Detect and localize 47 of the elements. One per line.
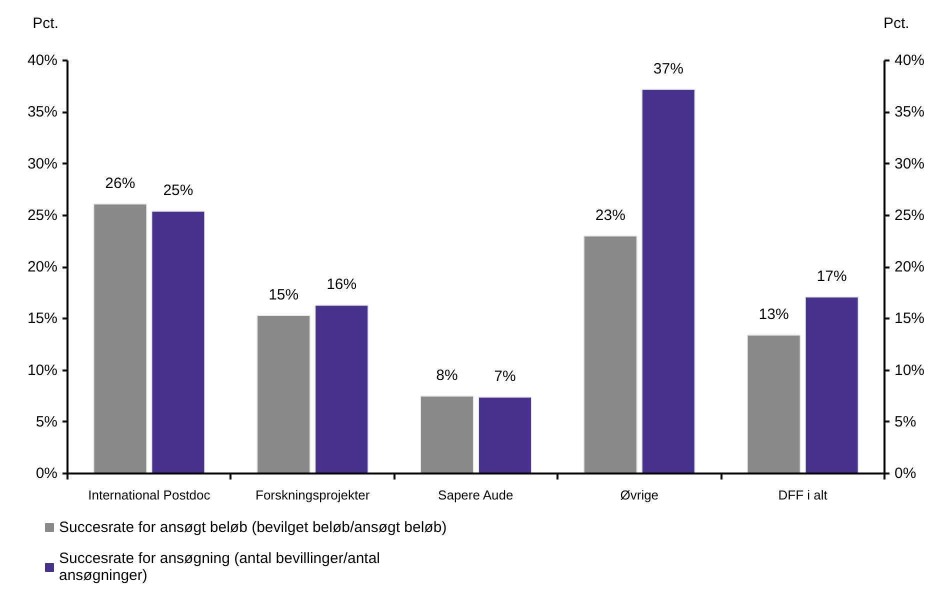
bar — [641, 88, 696, 474]
y2-tick-label: 30% — [894, 155, 925, 172]
data-label: 15% — [268, 286, 299, 304]
y-tick-label: 15% — [27, 310, 58, 328]
y2-tick-label: 20% — [894, 258, 925, 276]
bar — [746, 334, 801, 474]
bar — [314, 304, 369, 474]
bar — [583, 236, 638, 474]
data-label: 16% — [326, 276, 357, 294]
y2-tick-label: 35% — [894, 104, 925, 121]
bar — [151, 210, 206, 474]
x-tick-label: Sapere Aude — [438, 488, 514, 502]
bar — [420, 396, 474, 474]
data-label: 7% — [494, 368, 516, 386]
y2-axis-title: Pct. — [884, 15, 910, 32]
data-label: 8% — [436, 367, 458, 384]
y2-tick-label: 40% — [894, 52, 925, 69]
y2-tick-label: 0% — [894, 465, 916, 482]
data-label: 17% — [816, 268, 847, 285]
y-tick-label: 5% — [36, 413, 58, 430]
x-tick-label: International Postdoc — [88, 488, 211, 502]
bar — [804, 296, 859, 474]
y-tick-label: 10% — [27, 362, 58, 379]
legend-label: Succesrate for ansøgt beløb (bevilget beløb/ansøgt beløb) — [59, 518, 447, 536]
y2-tick-label: 15% — [894, 310, 925, 328]
y2-tick-label: 25% — [894, 206, 925, 224]
x-tick-label: DFF i alt — [778, 488, 828, 502]
y-tick-label: 0% — [36, 465, 58, 482]
x-tick-label: Forskningsprojekter — [256, 488, 370, 502]
y-tick-label: 20% — [27, 258, 58, 276]
data-label: 37% — [653, 60, 684, 78]
y-tick-label: 35% — [27, 104, 58, 121]
data-label: 23% — [595, 207, 626, 224]
bar — [256, 315, 311, 474]
data-label: 13% — [758, 306, 789, 324]
x-tick-label: Øvrige — [620, 488, 659, 502]
y2-tick-label: 5% — [894, 413, 916, 430]
bar — [478, 396, 532, 474]
y-tick-label: 25% — [27, 206, 58, 224]
y-tick-label: 40% — [27, 52, 58, 69]
y-axis-title: Pct. — [32, 15, 59, 32]
bar — [93, 204, 148, 474]
data-label: 26% — [105, 175, 136, 192]
legend-label: Succesrate for ansøgning (antal bevillinger/antal ansøgninger) — [59, 550, 380, 584]
data-label: 25% — [163, 182, 194, 200]
y-tick-label: 30% — [27, 155, 58, 172]
y2-tick-label: 10% — [894, 362, 925, 379]
